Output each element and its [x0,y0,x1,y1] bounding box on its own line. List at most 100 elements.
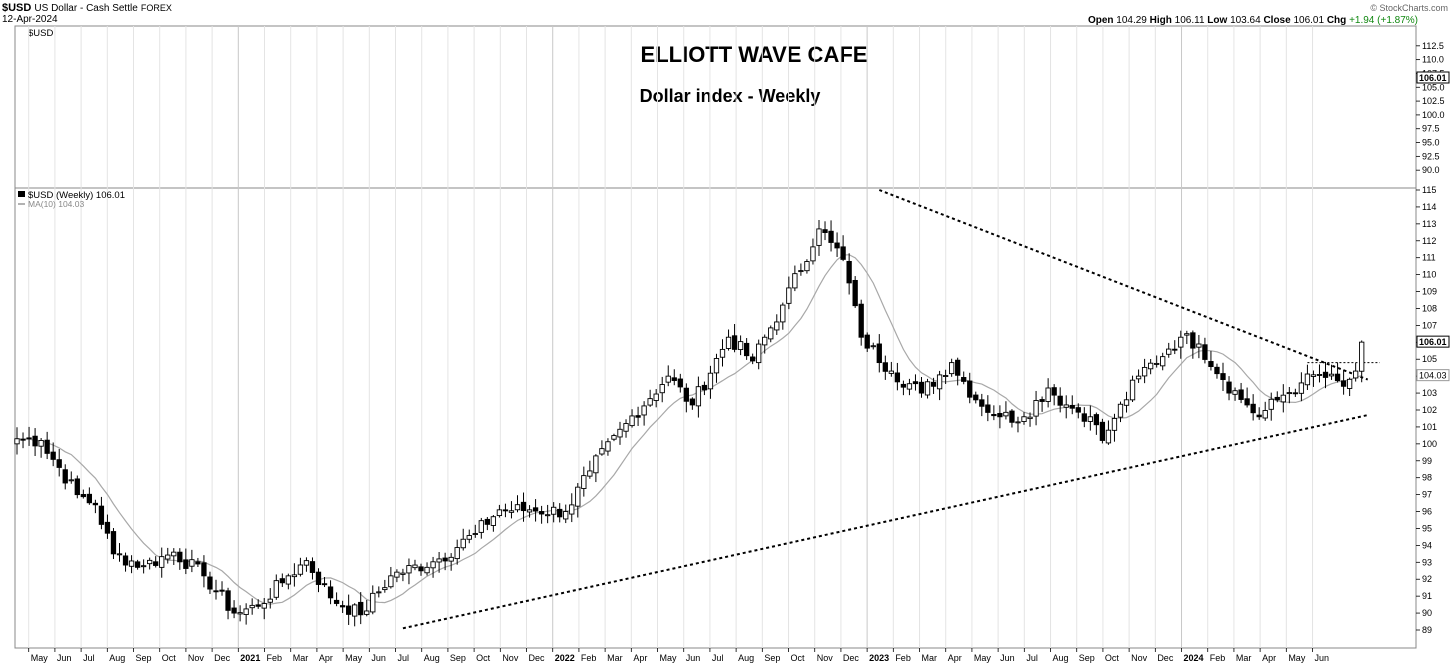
x-tick-label: Dec [214,653,231,663]
candle-body [388,575,394,588]
candle-body [1081,413,1087,422]
candle-body [695,386,702,407]
candle-body [171,551,177,557]
y-tick-label: 112 [1422,236,1436,246]
candle-body [1346,378,1353,389]
candle-body [291,574,298,578]
candle-body [370,592,376,613]
candle-body [1292,392,1299,395]
x-tick-label: 2024 [1184,653,1204,663]
candle-body [1328,373,1335,377]
x-tick-label: Mar [1236,653,1252,663]
candle-body [430,561,436,569]
candle-body [1045,387,1051,402]
y-tick-label: 95.0 [1422,138,1440,148]
candle-body [997,413,1003,418]
candle-body [484,518,490,525]
candle-body [918,381,925,394]
x-tick-label: Aug [424,653,440,663]
x-tick-label: Apr [948,653,962,663]
y-tick-label: 105 [1422,354,1437,364]
y-tick-label: 101 [1422,422,1437,432]
candle-body [949,362,955,375]
candle-body [677,378,683,388]
header-date: 12-Apr-2024 [2,14,58,25]
candle-body [177,551,183,563]
y-tick-label: 107 [1422,320,1437,330]
candle-body [1232,390,1238,395]
candle-body [339,605,346,608]
candle-body [104,521,111,534]
x-tick-label: Aug [1053,653,1069,663]
candle-body [128,560,135,567]
y-tick-label: 94 [1422,540,1432,550]
candle-body [333,599,340,604]
candle-body [1111,418,1118,431]
x-tick-label: Sep [1079,653,1095,663]
candle-body [707,372,714,390]
candle-body [140,565,147,568]
y-tick-label: 109 [1422,287,1437,297]
chg-label: Chg [1326,15,1347,26]
candle-body [255,604,261,607]
y-tick-label: 97.5 [1422,124,1440,134]
candle-body [189,559,195,567]
candle-body [1280,394,1286,403]
y-tick-label: 100 [1422,439,1437,449]
y-tick-label: 92 [1422,574,1432,584]
svg-text:106.01: 106.01 [1419,337,1447,347]
candle-body [1063,404,1069,408]
candle-body [496,509,503,517]
candle-body [1021,416,1027,422]
candle-body [1027,416,1033,420]
candle-body [490,516,497,526]
x-tick-label: Apr [633,653,647,663]
candle-body [569,504,575,515]
candle-body [864,334,870,349]
chart-title: ELLIOTT WAVE CAFE [641,42,868,67]
candle-body [68,479,74,482]
candle-body [346,605,352,615]
candle-body [1238,389,1244,400]
candle-body [973,394,979,401]
candle-body [587,470,593,477]
candle-body [876,343,882,364]
y-tick-label: 95 [1422,523,1432,533]
candle-body [599,448,605,455]
x-tick-label: Apr [1262,653,1276,663]
candle-body [400,572,406,575]
candle-body [581,475,587,489]
x-tick-label: Mar [293,653,309,663]
candle-body [1105,429,1112,444]
candle-body [1226,381,1232,394]
x-tick-label: May [660,653,678,663]
candle-body [629,415,635,427]
candle-body [460,538,466,549]
main-panel-grid [28,26,1314,648]
y-tick-label: 98 [1422,473,1432,483]
y-tick-label: 108 [1422,303,1437,313]
candle-body [165,554,171,560]
candle-body [159,556,165,568]
y-tick-label: 103 [1422,388,1437,398]
candle-body [1256,414,1262,418]
open-value: 104.29 [1116,15,1147,26]
trendlines [402,189,1380,630]
x-tick-label: Jul [712,653,724,663]
candle-body [1147,362,1154,370]
candle-body [1184,333,1190,336]
candle-body [804,261,810,272]
candle-body [822,229,828,233]
candle-body [472,533,478,535]
x-tick-label: Dec [1157,653,1174,663]
candlesticks [14,219,1365,627]
x-tick-label: Nov [1131,653,1148,663]
candle-body [1208,361,1214,367]
y-tick-label: 105.0 [1422,82,1445,92]
candle-body [1304,373,1311,386]
y-tick-label: 99 [1422,456,1432,466]
x-tick-label: Jun [686,653,701,663]
candle-body [1286,392,1292,395]
candle-body [315,571,322,585]
ma-legend: MA(10) 104.03 [18,199,84,209]
